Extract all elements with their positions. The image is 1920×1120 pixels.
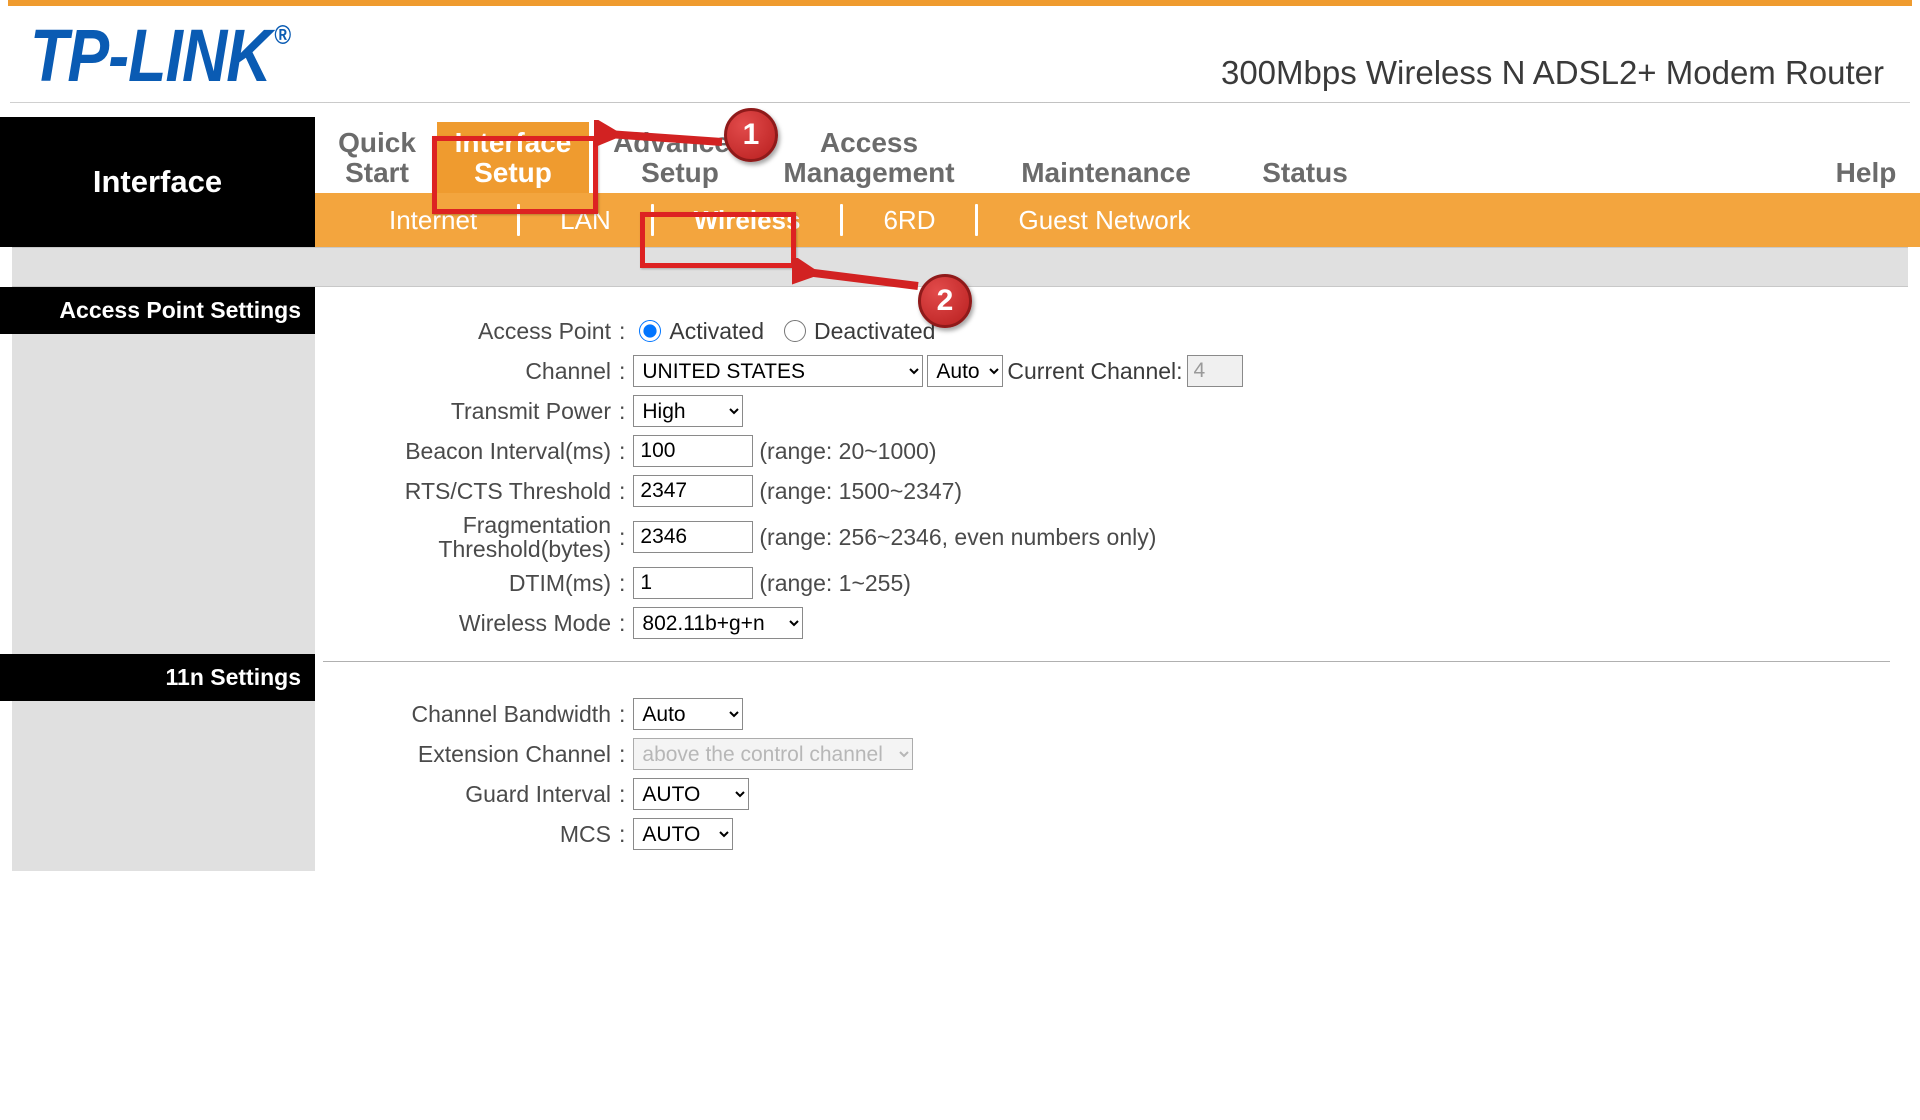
label-mcs: MCS xyxy=(315,822,615,846)
select-wireless-mode[interactable]: 802.11b+g+n xyxy=(633,607,803,639)
menu-status[interactable]: Status xyxy=(1245,152,1365,193)
annotation-badge-1: 1 xyxy=(724,108,778,162)
row-fragmentation: Fragmentation Threshold(bytes) : (range:… xyxy=(315,513,1920,561)
label-access-point: Access Point xyxy=(315,319,615,343)
input-rts-cts[interactable] xyxy=(633,475,753,507)
row-extension-channel: Extension Channel : above the control ch… xyxy=(315,736,1920,772)
sidebar-title: Interface xyxy=(0,117,315,247)
sub-menu: Internet LAN Wireless 6RD Guest Network xyxy=(315,193,1920,247)
label-beacon-interval: Beacon Interval(ms) xyxy=(315,439,615,463)
submenu-wireless[interactable]: Wireless xyxy=(654,193,841,247)
brand-logo: TP-LINK® xyxy=(30,18,315,92)
registered-mark-icon: ® xyxy=(274,20,290,50)
left-column: Access Point Settings 11n Settings xyxy=(0,287,315,871)
main-column: Access Point : Activated Deactivated Cha… xyxy=(315,287,1920,871)
label-channel-bandwidth: Channel Bandwidth xyxy=(315,702,615,726)
menu-help[interactable]: Help xyxy=(1828,152,1904,193)
submenu-6rd[interactable]: 6RD xyxy=(843,193,975,247)
row-access-point: Access Point : Activated Deactivated xyxy=(315,313,1920,349)
select-channel-auto[interactable]: Auto xyxy=(927,355,1003,387)
label-wireless-mode: Wireless Mode xyxy=(315,611,615,635)
annotation-badge-2: 2 xyxy=(918,274,972,328)
top-menu: Quick Start Interface Setup Advanced Set… xyxy=(315,117,1920,193)
radio-ap-activated[interactable] xyxy=(639,320,661,342)
row-channel: Channel : UNITED STATES Auto Current Cha… xyxy=(315,353,1920,389)
input-beacon-interval[interactable] xyxy=(633,435,753,467)
select-transmit-power[interactable]: High xyxy=(633,395,743,427)
input-fragmentation[interactable] xyxy=(633,521,753,553)
submenu-guest-network[interactable]: Guest Network xyxy=(978,193,1230,247)
product-name: 300Mbps Wireless N ADSL2+ Modem Router xyxy=(1221,18,1884,92)
radio-label-activated: Activated xyxy=(669,318,764,345)
sidebar-grey-fill xyxy=(12,701,315,871)
row-mcs: MCS : AUTO xyxy=(315,816,1920,852)
select-channel-bandwidth[interactable]: Auto xyxy=(633,698,743,730)
content: Access Point Settings 11n Settings Acces… xyxy=(0,287,1920,871)
label-transmit-power: Transmit Power xyxy=(315,399,615,423)
submenu-lan[interactable]: LAN xyxy=(520,193,651,247)
select-channel-country[interactable]: UNITED STATES xyxy=(633,355,923,387)
label-current-channel: Current Channel: xyxy=(1007,358,1182,385)
menu-maintenance[interactable]: Maintenance xyxy=(1009,152,1203,193)
nav-row: Interface Quick Start Interface Setup Ad… xyxy=(0,117,1920,247)
label-extension-channel: Extension Channel xyxy=(315,742,615,766)
select-guard-interval[interactable]: AUTO xyxy=(633,778,749,810)
select-extension-channel: above the control channel xyxy=(633,738,913,770)
menu-access-management[interactable]: Access Management xyxy=(771,128,967,193)
hint-fragmentation: (range: 256~2346, even numbers only) xyxy=(759,524,1156,551)
row-rts-cts: RTS/CTS Threshold : (range: 1500~2347) xyxy=(315,473,1920,509)
label-dtim: DTIM(ms) xyxy=(315,571,615,595)
radio-label-deactivated: Deactivated xyxy=(814,318,935,345)
top-accent-bar xyxy=(8,0,1912,6)
hint-dtim: (range: 1~255) xyxy=(759,570,911,597)
label-fragmentation: Fragmentation Threshold(bytes) xyxy=(315,513,615,561)
section-header-11n: 11n Settings xyxy=(0,654,315,701)
row-guard-interval: Guard Interval : AUTO xyxy=(315,776,1920,812)
row-wireless-mode: Wireless Mode : 802.11b+g+n xyxy=(315,605,1920,641)
hint-rts: (range: 1500~2347) xyxy=(759,478,962,505)
select-mcs[interactable]: AUTO xyxy=(633,818,733,850)
label-rts-cts: RTS/CTS Threshold xyxy=(315,479,615,503)
label-channel: Channel xyxy=(315,359,615,383)
radio-ap-deactivated[interactable] xyxy=(784,320,806,342)
row-beacon-interval: Beacon Interval(ms) : (range: 20~1000) xyxy=(315,433,1920,469)
submenu-internet[interactable]: Internet xyxy=(349,193,517,247)
brand-logo-text: TP-LINK xyxy=(30,14,271,97)
hint-beacon: (range: 20~1000) xyxy=(759,438,936,465)
section-header-ap: Access Point Settings xyxy=(0,287,315,334)
row-transmit-power: Transmit Power : High xyxy=(315,393,1920,429)
row-channel-bandwidth: Channel Bandwidth : Auto xyxy=(315,696,1920,732)
menu-quick-start[interactable]: Quick Start xyxy=(331,128,423,193)
label-guard-interval: Guard Interval xyxy=(315,782,615,806)
input-dtim[interactable] xyxy=(633,567,753,599)
menu-interface-setup[interactable]: Interface Setup xyxy=(437,122,589,193)
header-divider xyxy=(10,102,1910,103)
field-current-channel xyxy=(1187,355,1243,387)
sidebar-grey-fill xyxy=(12,334,315,654)
row-dtim: DTIM(ms) : (range: 1~255) xyxy=(315,565,1920,601)
header: TP-LINK® 300Mbps Wireless N ADSL2+ Modem… xyxy=(0,12,1920,102)
